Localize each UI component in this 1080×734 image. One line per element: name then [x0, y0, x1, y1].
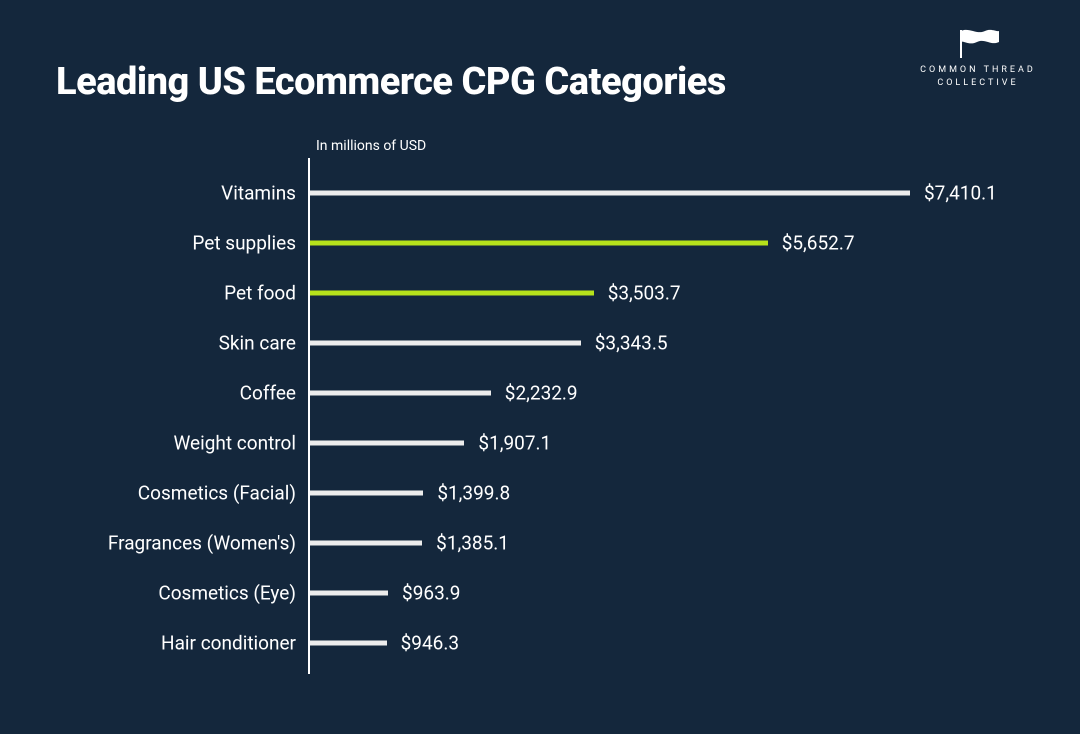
chart-subtitle: In millions of USD: [316, 138, 426, 154]
bar: [310, 391, 491, 396]
brand-logo-text-1: COMMON THREAD: [918, 64, 1038, 77]
value-label: $3,343.5: [595, 332, 668, 355]
bar: [310, 641, 387, 646]
bar: [310, 291, 594, 296]
bar: [310, 441, 464, 446]
value-label: $3,503.7: [608, 282, 681, 305]
chart-row: Pet food $3,503.7: [0, 268, 1080, 318]
flag-icon: [955, 28, 1001, 58]
bar: [310, 191, 910, 196]
category-label: Pet supplies: [192, 232, 296, 255]
bar: [310, 241, 768, 246]
bar: [310, 541, 422, 546]
chart-row: Weight control $1,907.1: [0, 418, 1080, 468]
chart-row: Hair conditioner $946.3: [0, 618, 1080, 668]
chart-row: Fragrances (Women's) $1,385.1: [0, 518, 1080, 568]
brand-logo-text-2: COLLECTIVE: [918, 77, 1038, 90]
category-label: Weight control: [173, 432, 296, 455]
value-label: $5,652.7: [782, 232, 855, 255]
category-label: Hair conditioner: [161, 632, 296, 655]
bar: [310, 591, 388, 596]
value-label: $963.9: [402, 582, 460, 605]
category-label: Skin care: [219, 332, 296, 355]
value-label: $2,232.9: [505, 382, 578, 405]
bar: [310, 491, 423, 496]
chart-row: Cosmetics (Facial) $1,399.8: [0, 468, 1080, 518]
chart-title: Leading US Ecommerce CPG Categories: [56, 60, 726, 104]
category-label: Coffee: [240, 382, 296, 405]
chart-row: Skin care $3,343.5: [0, 318, 1080, 368]
bar: [310, 341, 581, 346]
category-label: Vitamins: [221, 182, 296, 205]
value-label: $1,907.1: [478, 432, 551, 455]
category-label: Cosmetics (Facial): [138, 482, 296, 505]
category-label: Cosmetics (Eye): [158, 582, 296, 605]
chart-row: Pet supplies $5,652.7: [0, 218, 1080, 268]
category-label: Pet food: [224, 282, 296, 305]
chart-rows: Vitamins$7,410.1Pet supplies$5,652.7Pet …: [0, 168, 1080, 668]
value-label: $7,410.1: [924, 182, 997, 205]
category-label: Fragrances (Women's): [108, 532, 296, 555]
value-label: $946.3: [401, 632, 459, 655]
value-label: $1,385.1: [436, 532, 509, 555]
chart-row: Vitamins $7,410.1: [0, 168, 1080, 218]
chart-row: Coffee $2,232.9: [0, 368, 1080, 418]
chart-row: Cosmetics (Eye) $963.9: [0, 568, 1080, 618]
brand-logo: COMMON THREAD COLLECTIVE: [918, 28, 1038, 89]
value-label: $1,399.8: [437, 482, 510, 505]
